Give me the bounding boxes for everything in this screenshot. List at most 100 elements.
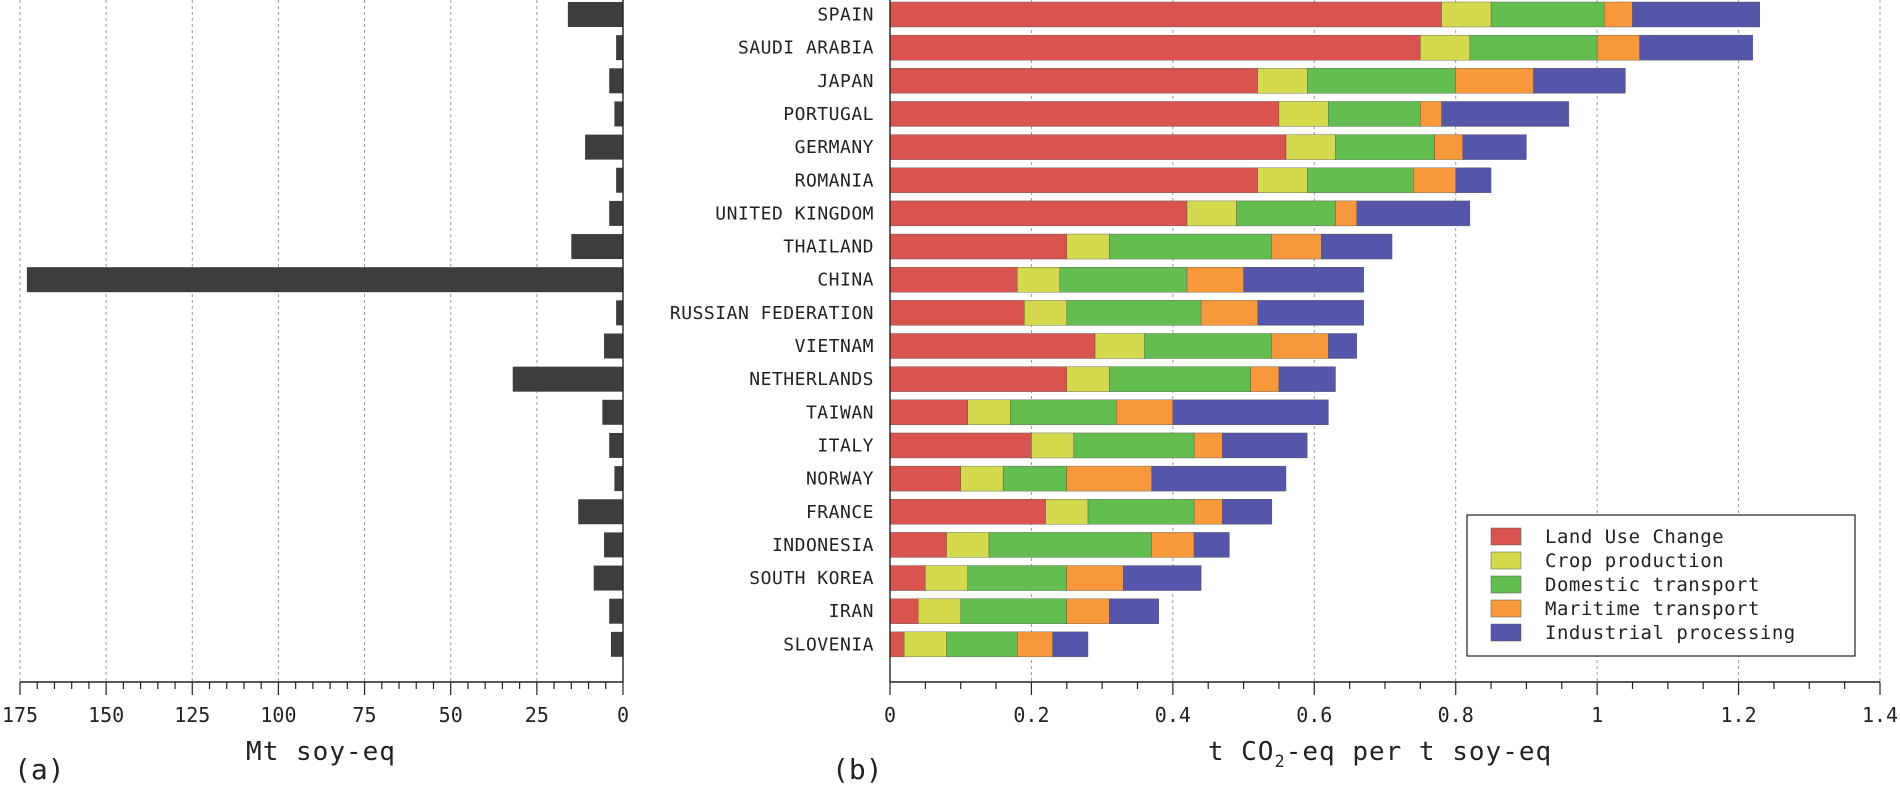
- panel-b-tick-label: 1.4: [1862, 703, 1898, 727]
- panel-b-bar-segment: [1533, 68, 1626, 94]
- panel-b-bar-segment: [1094, 333, 1145, 359]
- panel-b-bar-segment: [889, 34, 1421, 61]
- panel-b-bar-segment: [1066, 233, 1110, 260]
- panel-b-bar-segment: [1151, 465, 1287, 492]
- panel-a-x-axis: 175 150 125 100 75 50 25 0: [2, 0, 629, 727]
- panel-b-bar-segment: [889, 532, 947, 558]
- panel-b-bar-segment: [889, 267, 1018, 293]
- panel-b-bar-segment: [1257, 68, 1308, 94]
- panel-b-bar-segment: [1116, 399, 1174, 425]
- panel-b-bar-segment: [1017, 267, 1060, 293]
- panel-b-bar-segment: [1109, 366, 1251, 392]
- country-label: ROMANIA: [795, 170, 874, 191]
- panel-b-bar-segment: [1356, 200, 1471, 227]
- panel-b-bar-segment: [1045, 499, 1089, 525]
- panel-b-bar-segment: [925, 565, 968, 591]
- panel-b-bar-segment: [1052, 631, 1089, 658]
- country-label: TAIWAN: [806, 402, 874, 423]
- panel-b-stacked-bars: [889, 1, 1760, 658]
- panel-b-bar-segment: [1271, 333, 1329, 359]
- panel-b-bar-segment: [1144, 333, 1273, 359]
- panel-b-bar-segment: [1455, 68, 1534, 94]
- country-label: IRAN: [829, 601, 874, 622]
- legend-label: Maritime transport: [1545, 598, 1760, 620]
- panel-b-bar-segment: [946, 631, 1018, 658]
- panel-b-bar-segment: [988, 532, 1152, 558]
- panel-b-bar-segment: [1172, 399, 1329, 425]
- legend-swatch: [1490, 527, 1522, 546]
- country-label: GERMANY: [795, 137, 874, 158]
- panel-b-bar-segment: [1632, 1, 1760, 28]
- panel-b-bar-segment: [889, 167, 1258, 193]
- panel-b-bar-segment: [889, 200, 1188, 227]
- panel-b-bar-segment: [1193, 499, 1223, 525]
- panel-b-bar-segment: [1639, 34, 1753, 61]
- panel-b-bar-segment: [889, 565, 926, 591]
- panel-b-tick-label: 0.2: [1013, 703, 1049, 727]
- country-label: SAUDI ARABIA: [738, 38, 874, 59]
- panel-b-bar-segment: [1420, 101, 1442, 127]
- country-labels: SPAIN SAUDI ARABIA JAPAN PORTUGAL GERMANY ROM…: [670, 5, 874, 656]
- panel-a-tick-label: 50: [439, 703, 463, 727]
- legend-label: Land Use Change: [1545, 526, 1724, 548]
- panel-b-bar-segment: [1222, 499, 1273, 525]
- country-label: ITALY: [817, 435, 874, 456]
- panel-b-bar-segment: [1469, 34, 1598, 61]
- country-label: INDONESIA: [772, 535, 874, 556]
- panel-b-bar-segment: [1462, 134, 1527, 160]
- panel-a-tick-label: 0: [617, 703, 629, 727]
- panel-b-bar-segment: [1328, 333, 1357, 359]
- panel-b-bar-segment: [1490, 1, 1605, 28]
- panel-b-tick-label: 0.6: [1296, 703, 1332, 727]
- panel-b-tick-label: 1: [1591, 703, 1603, 727]
- panel-a-bar: [614, 466, 623, 492]
- panel-b-bar-segment: [889, 68, 1258, 94]
- panel-b-x-title-subscript: 2: [1274, 752, 1285, 772]
- panel-b-bar-segment: [889, 499, 1046, 525]
- panel-b-bar-segment: [1307, 68, 1456, 94]
- panel-b-bar-segment: [1596, 34, 1640, 61]
- panel-b-bar-segment: [1031, 432, 1075, 459]
- panel-b-bar-segment: [1017, 631, 1053, 658]
- panel-b-bar-segment: [1278, 101, 1329, 127]
- country-label: VIETNAM: [795, 336, 874, 357]
- panel-b-bar-segment: [1441, 101, 1570, 127]
- panel-b-bar-segment: [1066, 565, 1124, 591]
- panel-b-bar-segment: [1236, 200, 1336, 227]
- country-label: SOUTH KOREA: [749, 568, 874, 589]
- panel-b-bar-segment: [1335, 134, 1435, 160]
- panel-a-bar: [616, 167, 623, 193]
- panel-b-bar-segment: [1024, 300, 1067, 326]
- legend-swatch: [1490, 575, 1522, 594]
- panel-b-bar-segment: [889, 300, 1025, 326]
- panel-b-bar-segment: [1193, 432, 1223, 459]
- panel-b-bar-segment: [889, 101, 1280, 127]
- panel-b-bar-segment: [1186, 200, 1237, 227]
- panel-a-bar: [610, 631, 623, 657]
- legend-swatch: [1490, 599, 1522, 618]
- legend-label: Domestic transport: [1545, 574, 1760, 596]
- panel-a-tick-label: 125: [174, 703, 210, 727]
- panel-b-bar-segment: [1321, 233, 1393, 260]
- legend-swatch: [1490, 551, 1522, 570]
- country-label: JAPAN: [817, 71, 874, 92]
- panel-a-bar: [571, 234, 623, 260]
- panel-a-bar: [614, 101, 623, 127]
- panel-b-bar-segment: [960, 598, 1067, 624]
- panel-b-tick-label: 0: [884, 703, 896, 727]
- panel-b-bar-segment: [889, 465, 961, 492]
- panel-b-bar-segment: [1271, 233, 1322, 260]
- panel-b-bar-segment: [1222, 432, 1308, 459]
- panel-b-bar-segment: [889, 366, 1067, 392]
- panel-b-bar-segment: [1123, 565, 1202, 591]
- panel-a-tick-label: 150: [88, 703, 124, 727]
- panel-b-bar-segment: [1010, 399, 1117, 425]
- country-label: NETHERLANDS: [749, 369, 874, 390]
- panel-a-tick-label: 100: [260, 703, 296, 727]
- panel-b-emissions-intensity: 0 0.2 0.4 0.6 0.8 1 1.2 1.4 t CO2-eq per t soy-…: [832, 0, 1898, 786]
- panel-b-tick-label: 0.4: [1155, 703, 1191, 727]
- panel-b-bar-segment: [946, 532, 990, 558]
- country-label: FRANCE: [806, 502, 874, 523]
- panel-a-bar: [609, 200, 623, 226]
